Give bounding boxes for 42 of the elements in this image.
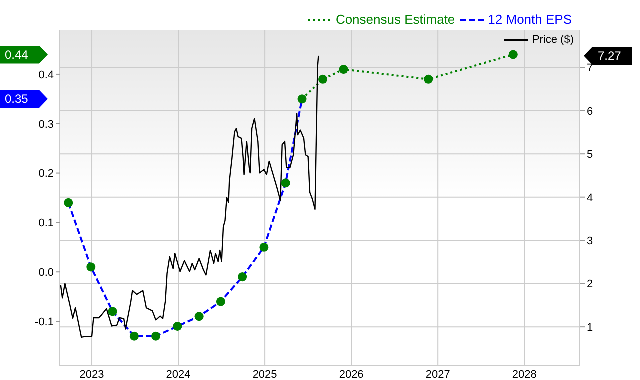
y2-tick-label: 5 — [587, 149, 594, 162]
y-tick-label: -0.1 — [35, 316, 54, 328]
y2-tick-label: 7 — [587, 62, 594, 75]
y-tick-label: 0.1 — [38, 218, 54, 230]
y2-tick-label: 3 — [587, 236, 594, 248]
point — [260, 242, 269, 252]
x-tick-label: 2027 — [426, 368, 450, 380]
point — [424, 74, 434, 84]
point — [86, 262, 96, 272]
point — [508, 50, 518, 60]
point — [130, 332, 139, 341]
x-tick-label: 2024 — [166, 368, 191, 380]
x-tick-label: 2028 — [512, 368, 537, 380]
point — [298, 94, 307, 104]
x-tick-label: 2026 — [339, 368, 364, 380]
y2-tick-label: 2 — [587, 278, 594, 291]
value-tag: 7.27 — [584, 46, 632, 65]
x-tick-label: 2025 — [252, 368, 278, 380]
legend-label: 12 Month EPS — [487, 12, 572, 27]
y2-tick-label: 6 — [587, 106, 594, 118]
point — [318, 74, 328, 84]
line-series — [60, 55, 320, 338]
point — [339, 65, 348, 74]
y2-tick-label: 1 — [587, 322, 594, 334]
point — [238, 272, 248, 282]
y-tick-label: 0.2 — [38, 168, 54, 180]
point — [152, 332, 161, 341]
legend-label: Consensus Estimate — [334, 12, 456, 27]
x-tick-label: 2023 — [80, 368, 104, 380]
point — [194, 312, 204, 322]
legend-label: Price ($) — [531, 34, 574, 46]
y2-tick-label: 4 — [587, 192, 594, 204]
y-tick-label: 0.3 — [38, 118, 54, 131]
point — [281, 178, 290, 188]
point — [64, 198, 74, 208]
value-tag: 0.35 — [0, 90, 48, 108]
y-tick-label: 0.4 — [38, 69, 54, 82]
value-tag: 0.44 — [0, 46, 48, 64]
point — [216, 297, 226, 306]
point — [173, 322, 182, 331]
point — [108, 307, 118, 316]
y-tick-label: 0.0 — [38, 267, 54, 280]
